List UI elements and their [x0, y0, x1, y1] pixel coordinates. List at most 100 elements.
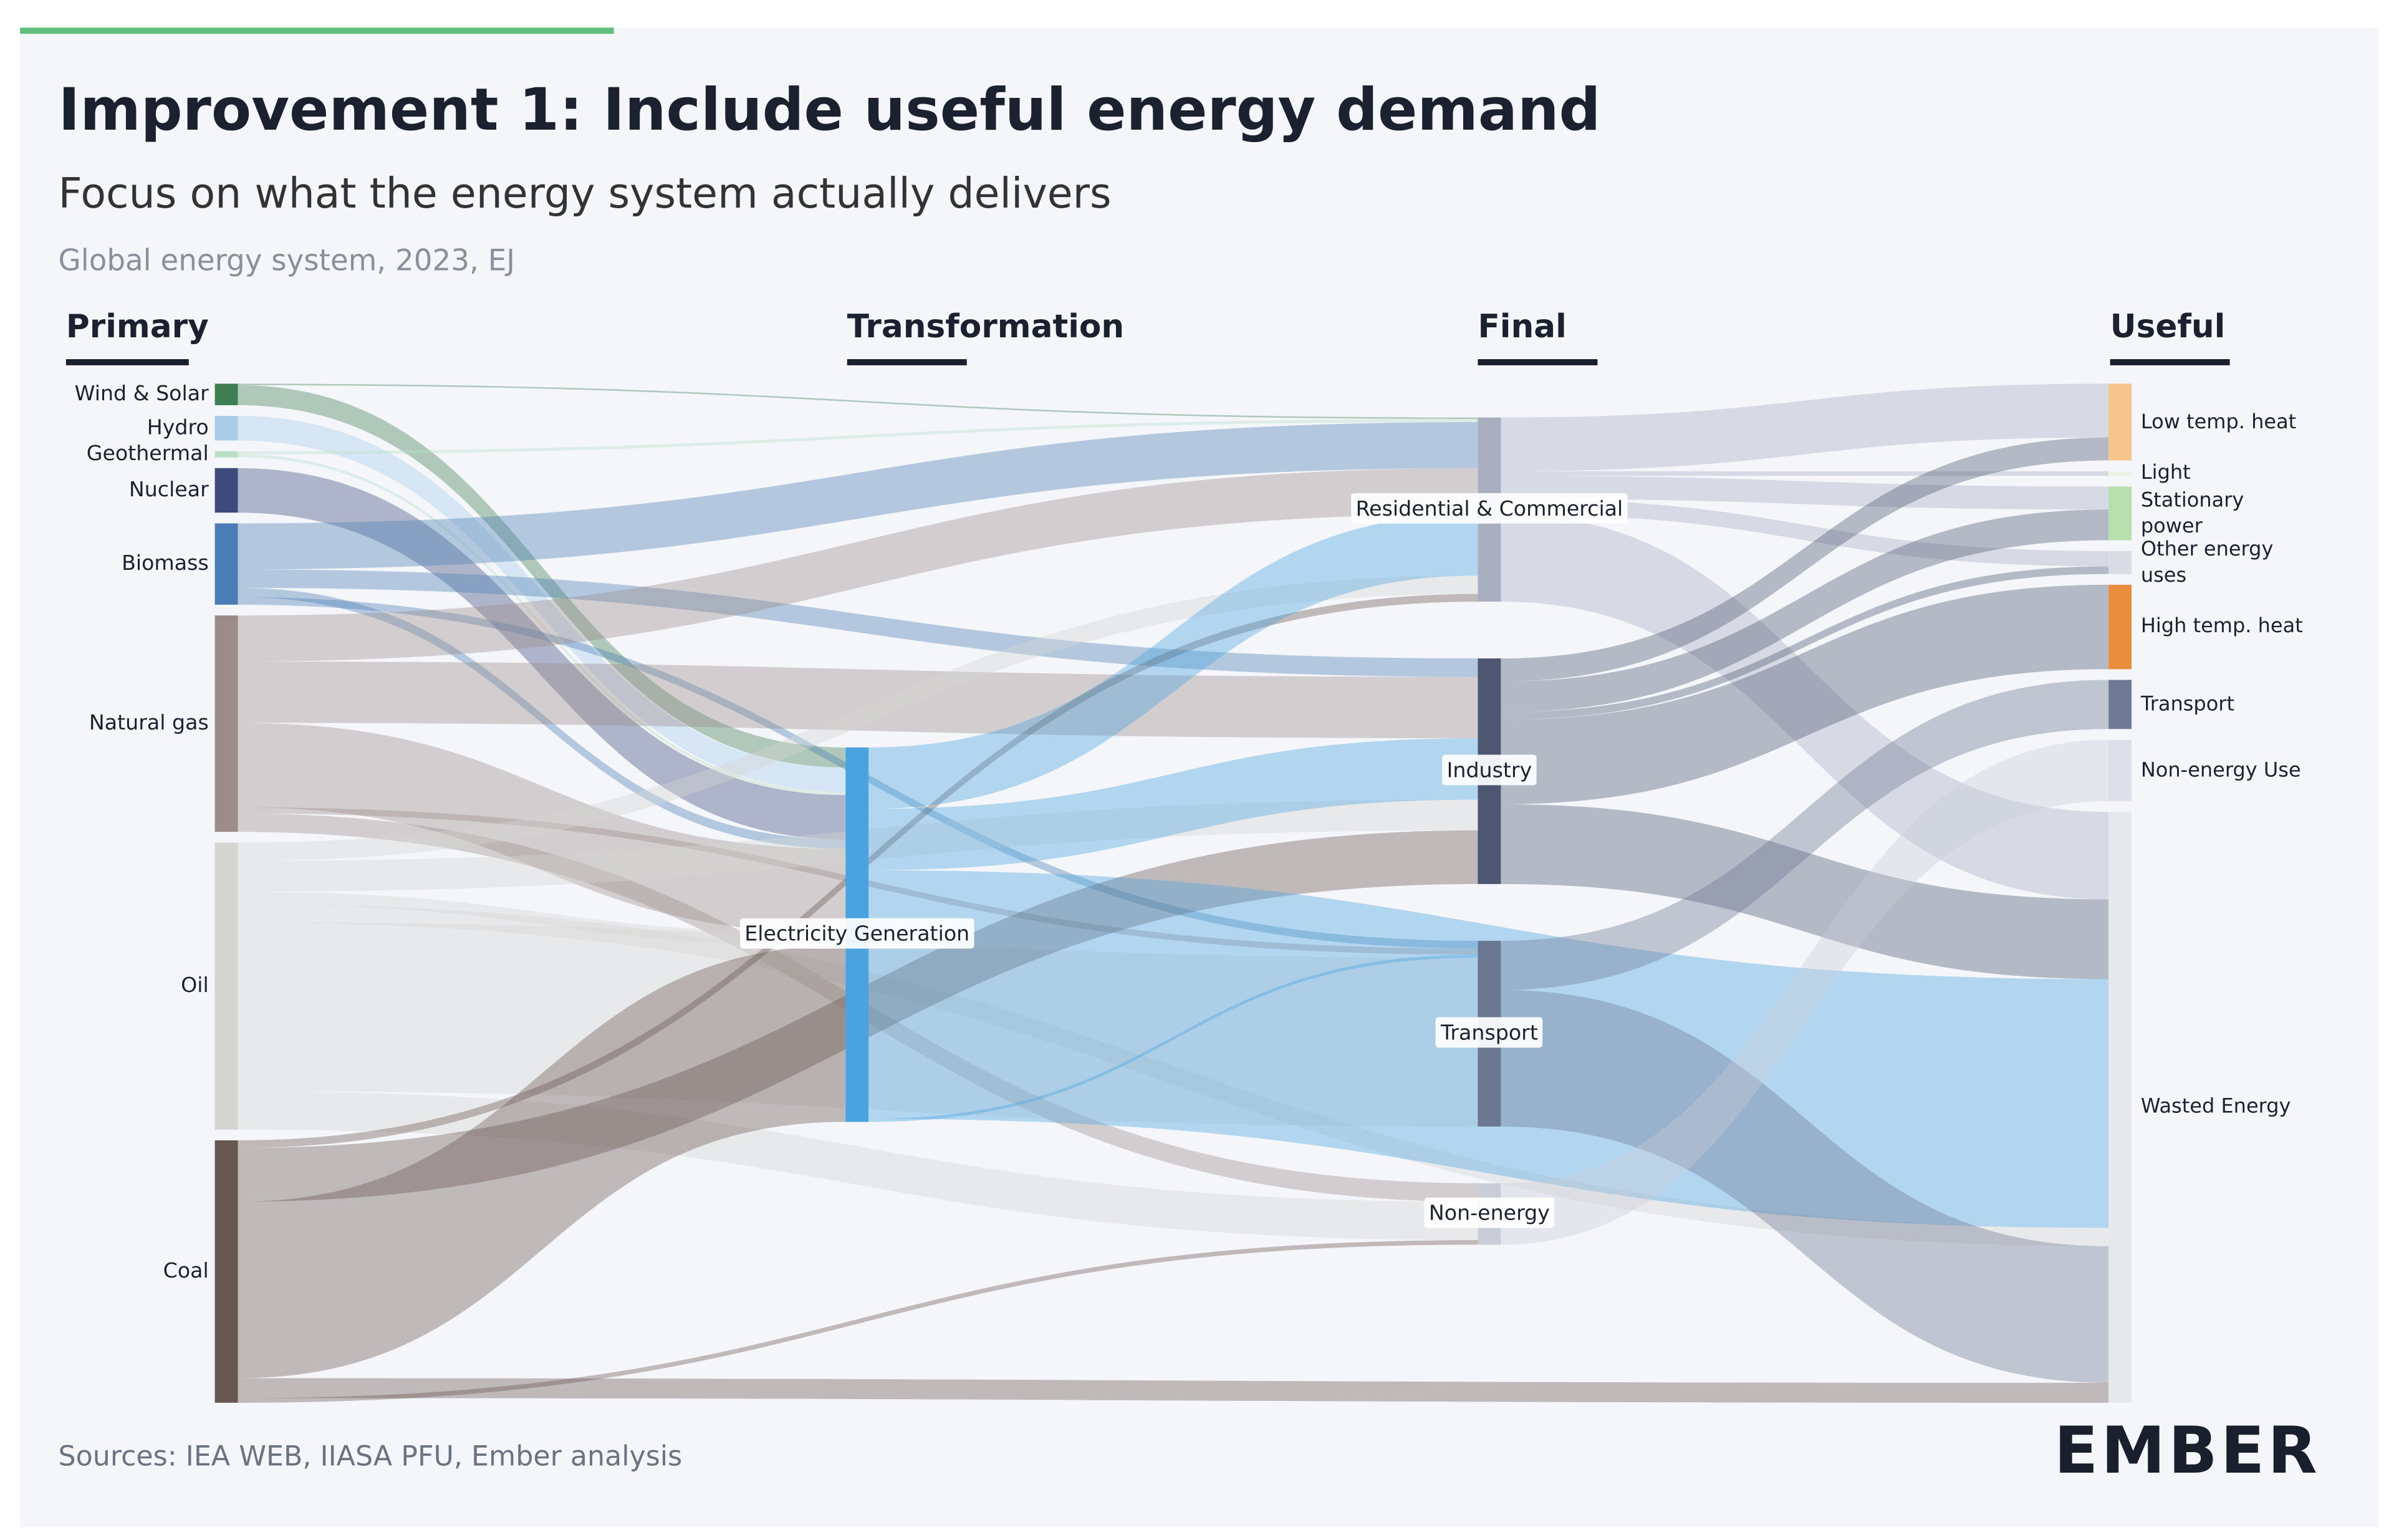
node-label: Other energy uses — [2140, 537, 2274, 587]
node — [214, 1140, 238, 1403]
node — [214, 523, 238, 605]
node-label: Transport — [1440, 1020, 1538, 1044]
flow-link — [1501, 471, 2109, 476]
flow-link — [238, 468, 846, 840]
node-label: Low temp. heat — [2140, 410, 2297, 434]
card — [20, 27, 2379, 1528]
node — [2108, 551, 2132, 574]
flow-link — [868, 955, 1478, 1122]
flow-link — [238, 1091, 1478, 1240]
flow-link — [238, 454, 846, 796]
flow-link — [238, 383, 1478, 420]
flow-link — [1501, 680, 2109, 990]
flow-link — [1501, 499, 2109, 567]
labels: Primary Transformation Final Useful Wind & S… — [65, 308, 2303, 1283]
node-label-box: Transport — [2140, 693, 2235, 716]
flow-link — [238, 661, 1478, 739]
node-label-box: Other energy uses — [2140, 537, 2274, 587]
node-label-box: Non-energy Use — [2140, 759, 2301, 782]
flow-link — [1501, 566, 2109, 720]
node-label: Non-energy Use — [2140, 759, 2301, 782]
flow-link — [1501, 739, 2109, 1245]
node-label-box: High temp. heat — [2140, 615, 2303, 639]
flow-link — [238, 421, 1478, 570]
flow-link — [238, 723, 846, 933]
flow-link — [1501, 383, 2109, 471]
flow-link — [238, 385, 846, 768]
label-background — [1351, 493, 1628, 524]
column-header: Final — [1478, 308, 1566, 345]
chart-source: Sources: IEA WEB, IIASA PFU, Ember analy… — [59, 1441, 683, 1473]
node-label-box: Stationary power — [2140, 489, 2244, 538]
flow-link — [238, 1239, 1478, 1403]
flow-link — [238, 587, 846, 849]
label-background — [1435, 1017, 1543, 1048]
flow-link — [238, 419, 1478, 455]
node-label: Natural gas — [89, 710, 209, 734]
node-label: Geothermal — [87, 441, 209, 465]
flow-link — [868, 738, 1478, 870]
flow-link — [868, 514, 1478, 809]
label-background — [1442, 754, 1537, 786]
column-header: Primary — [66, 308, 209, 345]
node-label: Wind & Solar — [75, 381, 209, 405]
node-label-box: Light — [2140, 461, 2191, 485]
node-label: Oil — [181, 973, 209, 997]
flow-link — [238, 892, 846, 946]
nodes — [214, 383, 2132, 1403]
flow-link — [1501, 476, 2109, 510]
accent-bar — [20, 27, 614, 34]
column-underline — [847, 359, 967, 365]
node — [214, 383, 238, 405]
node-label: Biomass — [122, 551, 209, 575]
node-label: Coal — [163, 1258, 209, 1283]
node — [2108, 584, 2132, 670]
node-label: Non-energy — [1429, 1201, 1550, 1225]
chart-title: Improvement 1: Include useful energy dem… — [59, 76, 1601, 144]
chart-subtitle: Focus on what the energy system actually… — [59, 169, 1112, 218]
node-label: Electricity Generation — [744, 922, 969, 946]
node-label: Stationary power — [2140, 489, 2244, 538]
flow-link — [238, 468, 1478, 662]
node — [214, 842, 238, 1130]
node — [2108, 486, 2132, 541]
flow-link — [238, 945, 846, 1379]
node — [2108, 739, 2132, 801]
node — [2108, 383, 2132, 461]
node — [2108, 812, 2132, 1403]
flow-link — [238, 1378, 2109, 1403]
node-label: Industry — [1447, 758, 1532, 782]
node-label: Hydro — [147, 415, 209, 439]
node-label: Residential & Commercial — [1356, 496, 1623, 521]
flow-link — [1501, 584, 2109, 804]
node-label: Light — [2140, 461, 2191, 485]
flow-link — [238, 416, 846, 792]
node — [214, 468, 238, 513]
node-label-box: Low temp. heat — [2140, 410, 2297, 434]
flow-link — [238, 903, 2109, 1246]
column-underline — [65, 359, 189, 365]
column-header: Transformation — [847, 308, 1124, 345]
flow-link — [1501, 514, 2109, 900]
node-label: High temp. heat — [2140, 615, 2303, 639]
node-label: Nuclear — [129, 477, 209, 501]
node — [214, 451, 238, 458]
node-label: Wasted Energy — [2140, 1095, 2291, 1119]
column-underline — [1478, 359, 1598, 365]
brand-logo: EMBER — [2054, 1413, 2320, 1488]
chart-note: Global energy system, 2023, EJ — [59, 244, 516, 277]
column-underline — [2110, 359, 2230, 365]
node — [214, 615, 238, 832]
node — [2108, 471, 2132, 476]
column-header: Useful — [2110, 308, 2226, 345]
label-background — [739, 918, 974, 949]
flow-link — [1501, 989, 2109, 1383]
node-label-box: Wasted Energy — [2140, 1095, 2291, 1119]
flow-link — [238, 569, 1478, 677]
node — [214, 416, 238, 441]
flow-link — [238, 575, 1478, 861]
node-label: Transport — [2140, 693, 2235, 716]
flow-link — [1501, 437, 2109, 681]
node — [2108, 680, 2132, 729]
